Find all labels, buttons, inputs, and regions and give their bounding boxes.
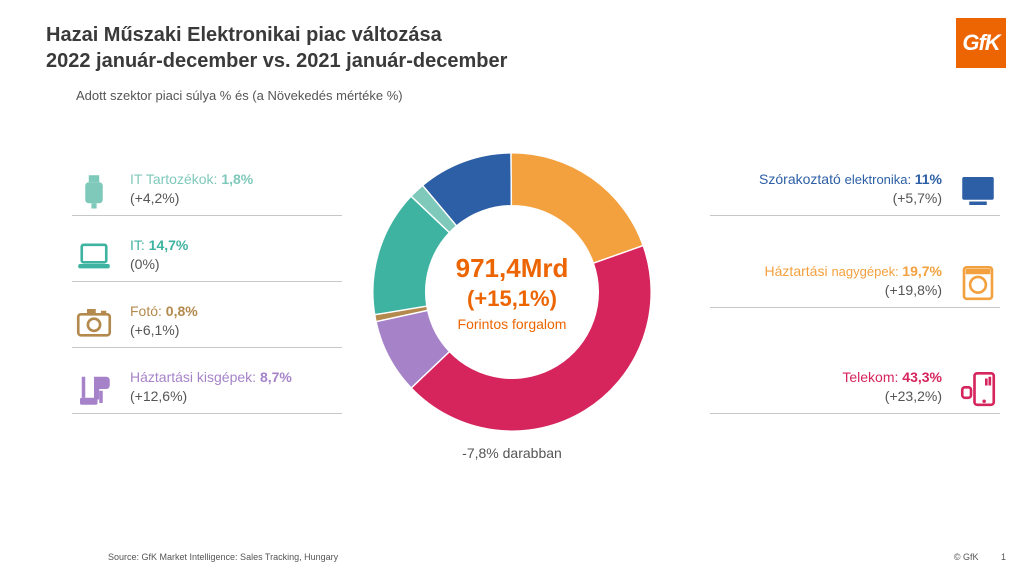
legend-growth: (+5,7%) — [759, 189, 942, 208]
legend-label: Fotó: — [130, 303, 166, 319]
legend-rule — [710, 413, 1000, 414]
legend-rule — [72, 215, 342, 216]
usb-icon — [72, 170, 116, 212]
center-growth: (+15,1%) — [467, 286, 557, 312]
tv-icon — [956, 170, 1000, 212]
phone-icon — [956, 368, 1000, 410]
gfk-logo-text: GfK — [962, 30, 999, 56]
legend-growth: (+4,2%) — [130, 189, 253, 208]
legend-item-it: IT: 14,7% (0%) — [72, 236, 352, 278]
legend-item-mda: Háztartási nagygépek: 19,7%(+19,8%) — [700, 262, 1000, 304]
legend-growth: (+23,2%) — [842, 387, 942, 406]
legend-label: Telekom: 43,3% — [842, 368, 942, 387]
center-value: 971,4Mrd — [456, 253, 569, 284]
legend-item-photo: Fotó: 0,8% (+6,1%) — [72, 302, 352, 344]
legend-pct: 1,8% — [221, 171, 253, 187]
center-caption: Forintos forgalom — [458, 316, 567, 332]
legend-item-it_acc: IT Tartozékok: 1,8% (+4,2%) — [72, 170, 352, 212]
legend-pct: 0,8% — [166, 303, 198, 319]
legend-item-entertainment: Szórakoztató elektronika: 11%(+5,7%) — [700, 170, 1000, 212]
legend-label: Háztartási kisgépek: — [130, 369, 260, 385]
legend-item-sda: Háztartási kisgépek: 8,7% (+12,6%) — [72, 368, 352, 410]
footer-copyright: © GfK — [954, 552, 979, 562]
legend-label: IT Tartozékok: — [130, 171, 221, 187]
donut-center: 971,4Mrd (+15,1%) Forintos forgalom — [370, 150, 654, 434]
legend-growth: (+12,6%) — [130, 387, 292, 406]
legend-pct: 14,7% — [149, 237, 189, 253]
laptop-icon — [72, 236, 116, 278]
legend-rule — [710, 215, 1000, 216]
legend-pct: 8,7% — [260, 369, 292, 385]
gfk-logo: GfK — [956, 18, 1006, 68]
mixer-icon — [72, 368, 116, 410]
washer-icon — [956, 262, 1000, 304]
legend-rule — [72, 347, 342, 348]
camera-icon — [72, 302, 116, 344]
legend-pct: 19,7% — [902, 263, 942, 279]
legend-item-telecom: Telekom: 43,3%(+23,2%) — [700, 368, 1000, 410]
legend-rule — [72, 413, 342, 414]
donut-chart: 971,4Mrd (+15,1%) Forintos forgalom — [370, 150, 654, 434]
legend-growth: (0%) — [130, 255, 188, 274]
legend-pct: 43,3% — [902, 369, 942, 385]
legend-rule — [72, 281, 342, 282]
legend-growth: (+6,1%) — [130, 321, 198, 340]
legend-growth: (+19,8%) — [765, 281, 942, 300]
footer-source: Source: GfK Market Intelligence: Sales T… — [108, 552, 338, 562]
footer-page: 1 — [1001, 552, 1006, 562]
legend-label: Szórakoztató elektronika: 11% — [759, 170, 942, 189]
slide-footer: Source: GfK Market Intelligence: Sales T… — [108, 552, 1006, 562]
legend-label: Háztartási nagygépek: 19,7% — [765, 262, 942, 281]
legend-label: IT: — [130, 237, 149, 253]
title-line-1: Hazai Műszaki Elektronikai piac változás… — [46, 22, 507, 48]
slide-title: Hazai Műszaki Elektronikai piac változás… — [46, 22, 507, 74]
title-line-2: 2022 január-december vs. 2021 január-dec… — [46, 48, 507, 74]
legend-rule — [710, 307, 1000, 308]
slide: { "header": { "title_line1": "Hazai Műsz… — [0, 0, 1024, 576]
donut-bottom-note: -7,8% darabban — [370, 445, 654, 461]
slide-subtitle: Adott szektor piaci súlya % és (a Növeke… — [76, 88, 403, 103]
legend-pct: 11% — [915, 171, 942, 187]
